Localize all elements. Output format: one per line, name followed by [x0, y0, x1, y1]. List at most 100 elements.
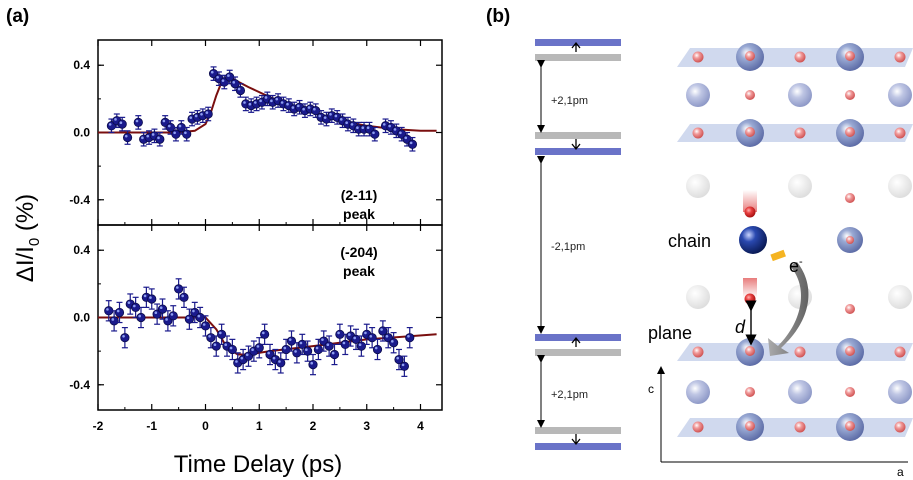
data-point-highlight: [189, 116, 193, 119]
data-point: [120, 333, 130, 343]
data-point-highlight: [119, 121, 123, 124]
data-point: [340, 339, 350, 350]
y-tick-label: 0.4: [73, 58, 90, 72]
data-point-highlight: [366, 126, 370, 130]
data-point-highlight: [154, 311, 158, 315]
data-point-highlight: [178, 124, 182, 128]
data-point-highlight: [294, 350, 297, 353]
data-point-highlight: [267, 351, 271, 355]
data-point-highlight: [291, 106, 295, 109]
data-point: [133, 117, 143, 128]
data-point: [122, 132, 133, 143]
data-point-highlight: [208, 334, 211, 338]
oxygen-atom: [794, 127, 806, 139]
data-point-highlight: [337, 331, 340, 335]
electron-label: e-: [789, 256, 803, 276]
plane-label: plane: [648, 323, 692, 343]
data-point-highlight: [334, 114, 338, 118]
ba-atom-faint: [888, 174, 912, 198]
y-tick-label: -0.4: [69, 193, 90, 207]
data-point-highlight: [227, 74, 230, 77]
oxygen-atom: [845, 51, 855, 61]
x-tick-label: 2: [310, 419, 317, 433]
data-point-highlight: [302, 107, 305, 111]
data-point-highlight: [396, 356, 400, 360]
y-tick-label: 0.0: [73, 311, 90, 325]
data-point-highlight: [170, 313, 174, 316]
oxygen-atom: [794, 346, 806, 358]
charge-transfer-arrow: [768, 262, 809, 356]
data-point-highlight: [391, 340, 394, 343]
chain-label: chain: [668, 231, 711, 251]
oxygen-atom: [692, 421, 704, 433]
shift-arrow-down: [571, 434, 581, 446]
data-point-highlight: [339, 118, 343, 121]
oxygen-atom: [745, 90, 755, 100]
data-point-highlight: [272, 356, 276, 360]
oxygen-atom: [692, 51, 704, 63]
layer-bar: [535, 349, 621, 356]
data-point-highlight: [353, 336, 357, 340]
data-point: [109, 316, 119, 326]
peak-label-line2: peak: [343, 206, 375, 222]
data-point-highlight: [194, 114, 198, 118]
data-point-highlight: [388, 124, 391, 128]
data-point: [356, 341, 366, 351]
chain-oxygen-atom: [744, 293, 756, 305]
data-point-highlight: [299, 341, 303, 345]
data-point-highlight: [216, 75, 219, 79]
data-point-highlight: [237, 87, 241, 91]
data-point-highlight: [141, 136, 144, 140]
data-point-highlight: [108, 123, 112, 126]
data-point-highlight: [167, 124, 171, 128]
a-axis-label: a: [897, 465, 904, 479]
layer-bar: [535, 443, 621, 450]
data-point-highlight: [259, 99, 262, 103]
layer-bar: [535, 39, 621, 46]
data-point-highlight: [283, 346, 287, 350]
data-point-highlight: [262, 331, 265, 335]
oxygen-smear: [743, 190, 757, 212]
oxygen-atom: [794, 51, 806, 63]
data-point: [313, 344, 323, 355]
data-point-highlight: [280, 101, 284, 104]
data-point: [399, 361, 409, 371]
data-point: [211, 341, 221, 351]
oxygen-atom: [845, 193, 855, 203]
data-point-highlight: [288, 338, 292, 341]
data-point-highlight: [275, 97, 279, 101]
layer-bar: [535, 148, 621, 155]
data-point-highlight: [380, 328, 383, 331]
data-point: [168, 311, 178, 321]
data-point: [117, 119, 127, 129]
chain-oxygen-atom: [744, 206, 756, 218]
data-point: [200, 321, 211, 331]
oxygen-atom: [894, 421, 906, 433]
data-point: [203, 109, 213, 119]
data-point: [147, 294, 157, 304]
data-point: [260, 329, 270, 339]
y-tick-label: -0.4: [69, 378, 90, 392]
data-point-highlight: [151, 133, 155, 136]
x-axis-title: Time Delay (ps): [174, 451, 342, 478]
data-point-highlight: [315, 346, 319, 350]
data-point-highlight: [106, 308, 109, 311]
data-point-highlight: [213, 343, 217, 346]
layer-bar: [535, 427, 621, 434]
y-tick-label: 0.4: [73, 243, 90, 257]
data-point-highlight: [350, 123, 354, 126]
data-point-highlight: [404, 136, 408, 140]
displacement-schematic: +2,1pm -2,1pm +2,1pm: [535, 39, 621, 450]
data-point-highlight: [342, 341, 346, 345]
data-point-highlight: [372, 131, 375, 135]
data-point-highlight: [310, 361, 314, 365]
data-point-highlight: [382, 123, 386, 126]
data-point: [281, 344, 291, 355]
oxygen-atom: [894, 127, 906, 139]
crystal-structure: chain plane d e- c a: [648, 43, 913, 479]
data-point-highlight: [345, 121, 348, 124]
data-point-highlight: [176, 286, 179, 289]
electron-marker: [770, 249, 786, 262]
data-point-highlight: [122, 334, 125, 338]
peak-label-line1: (-204): [340, 244, 377, 260]
